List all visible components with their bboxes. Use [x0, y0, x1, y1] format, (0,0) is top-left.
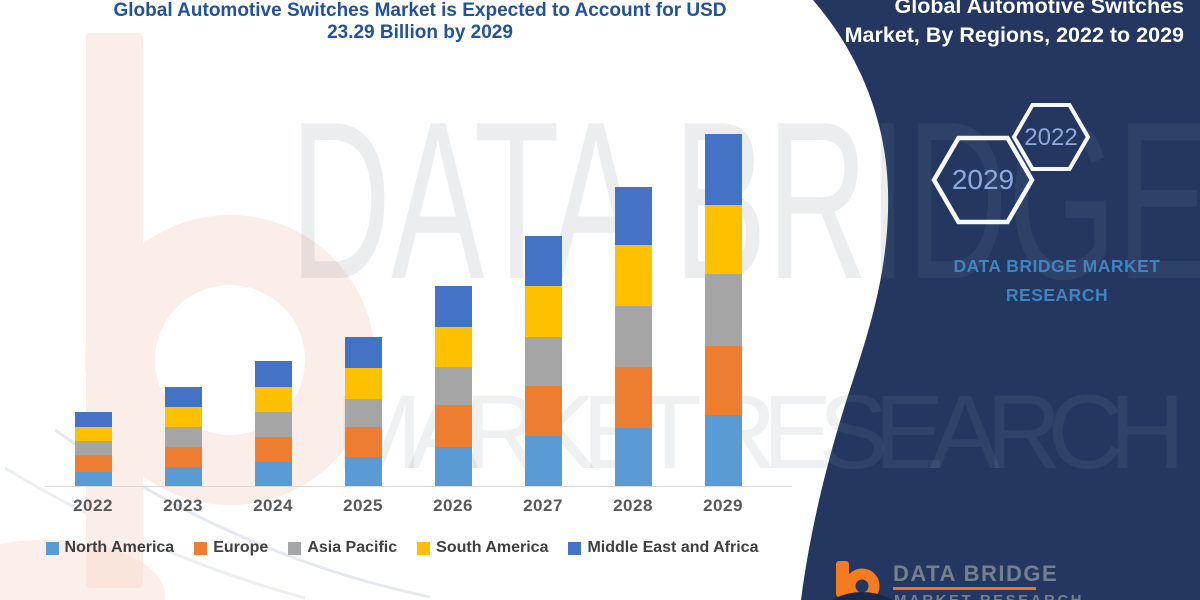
segment-middle-east-and-africa-2027: [524, 236, 562, 287]
segment-north-america-2029: [704, 414, 742, 486]
x-axis-label-2029: 2029: [703, 496, 743, 515]
segment-asia-pacific-2026: [434, 367, 472, 406]
hexagon-year-2029: 2029: [952, 164, 1014, 195]
chart-title-line1: Global Automotive Switches Market is Exp…: [113, 0, 727, 21]
segment-middle-east-and-africa-2025: [344, 336, 382, 369]
chart-legend: North America Europe Asia Pacific South Ame…: [28, 539, 776, 557]
bar-2027: [524, 236, 562, 486]
svg-text:MARKET RESEARCH: MARKET RESEARCH: [335, 374, 1185, 491]
segment-south-america-2024: [254, 386, 292, 412]
panel-brand-text: DATA BRIDGE MARKET RESEARCH: [953, 256, 1161, 305]
legend-item-south-america: South America: [417, 539, 548, 557]
segment-north-america-2027: [524, 435, 562, 486]
legend-label-asia-pacific: Asia Pacific: [307, 539, 398, 556]
legend-item-middle-east-and-africa: Middle East and Africa: [568, 539, 758, 557]
segment-asia-pacific-2029: [704, 273, 742, 346]
segment-middle-east-and-africa-2022: [74, 411, 112, 427]
legend-swatch-asia-pacific: [288, 541, 302, 555]
segment-north-america-2026: [434, 446, 472, 486]
logo-subtext: MARKET RESEARCH: [894, 592, 1084, 600]
legend-label-south-america: South America: [436, 539, 549, 556]
legend-label-europe: Europe: [213, 539, 269, 556]
segment-middle-east-and-africa-2023: [164, 386, 202, 407]
x-axis-label-2028: 2028: [613, 496, 653, 515]
segment-south-america-2028: [614, 244, 652, 306]
bar-2026: [434, 286, 472, 486]
segment-europe-2023: [164, 447, 202, 468]
legend-label-middle-east-and-africa: Middle East and Africa: [587, 539, 759, 556]
panel-title: Global Automotive Switches Market, By Re…: [844, 0, 1184, 47]
x-axis-label-2026: 2026: [433, 496, 473, 515]
watermark-arc: [4, 466, 306, 600]
x-axis-line: [45, 486, 792, 487]
legend-item-asia-pacific: Asia Pacific: [288, 539, 397, 557]
x-axis-label-2027: 2027: [523, 496, 563, 515]
bar-2024: [254, 361, 292, 486]
segment-south-america-2026: [434, 326, 472, 368]
segment-middle-east-and-africa-2026: [434, 286, 472, 327]
dbmr-logo-mark: [831, 561, 894, 600]
segment-south-america-2025: [344, 368, 382, 400]
segment-asia-pacific-2023: [164, 426, 202, 448]
segment-north-america-2023: [164, 467, 202, 486]
segment-middle-east-and-africa-2029: [704, 134, 742, 206]
x-axis-label-2022: 2022: [73, 496, 113, 515]
legend-label-north-america: North America: [64, 539, 175, 556]
segment-north-america-2024: [254, 462, 292, 486]
segment-europe-2028: [614, 366, 652, 428]
hexagon-2029: 2029: [931, 135, 1035, 225]
segment-asia-pacific-2027: [524, 336, 562, 386]
segment-europe-2026: [434, 405, 472, 447]
segment-asia-pacific-2028: [614, 305, 652, 367]
segment-middle-east-and-africa-2024: [254, 361, 292, 387]
x-axis-label-2024: 2024: [253, 496, 293, 515]
legend-swatch-middle-east-and-africa: [568, 541, 582, 555]
logo-underline: [893, 587, 1036, 590]
segment-asia-pacific-2024: [254, 411, 292, 437]
right-panel-shape: [801, 0, 1200, 600]
segment-europe-2029: [704, 345, 742, 415]
segment-europe-2024: [254, 436, 292, 463]
logo-wordmark: DATA BRIDGE: [893, 561, 1059, 586]
segment-north-america-2028: [614, 427, 652, 486]
x-axis-label-2025: 2025: [343, 496, 383, 515]
bar-2025: [344, 336, 382, 486]
segment-asia-pacific-2022: [74, 441, 112, 456]
legend-item-europe: Europe: [194, 539, 268, 557]
bar-2028: [614, 186, 652, 486]
bar-2022: [74, 411, 112, 486]
chart-title: Global Automotive Switches Market is Exp…: [40, 0, 800, 44]
chart-title-line2: 23.29 Billion by 2029: [327, 22, 513, 43]
segment-south-america-2023: [164, 406, 202, 427]
segment-north-america-2025: [344, 457, 382, 486]
segment-south-america-2022: [74, 426, 112, 442]
legend-item-north-america: North America: [45, 539, 175, 557]
x-axis-label-2023: 2023: [163, 496, 203, 515]
segment-asia-pacific-2025: [344, 399, 382, 428]
segment-middle-east-and-africa-2028: [614, 186, 652, 245]
legend-swatch-north-america: [45, 541, 59, 555]
segment-europe-2022: [74, 455, 112, 472]
segment-south-america-2027: [524, 286, 562, 337]
segment-north-america-2022: [74, 471, 112, 486]
bar-2029: [704, 134, 742, 486]
segment-south-america-2029: [704, 205, 742, 274]
legend-swatch-south-america: [417, 541, 431, 555]
segment-europe-2025: [344, 427, 382, 458]
hexagon-2022: 2022: [1011, 103, 1091, 171]
hexagon-year-2022: 2022: [1024, 124, 1077, 151]
legend-swatch-europe: [194, 541, 208, 555]
segment-europe-2027: [524, 385, 562, 436]
bar-2023: [164, 386, 202, 486]
